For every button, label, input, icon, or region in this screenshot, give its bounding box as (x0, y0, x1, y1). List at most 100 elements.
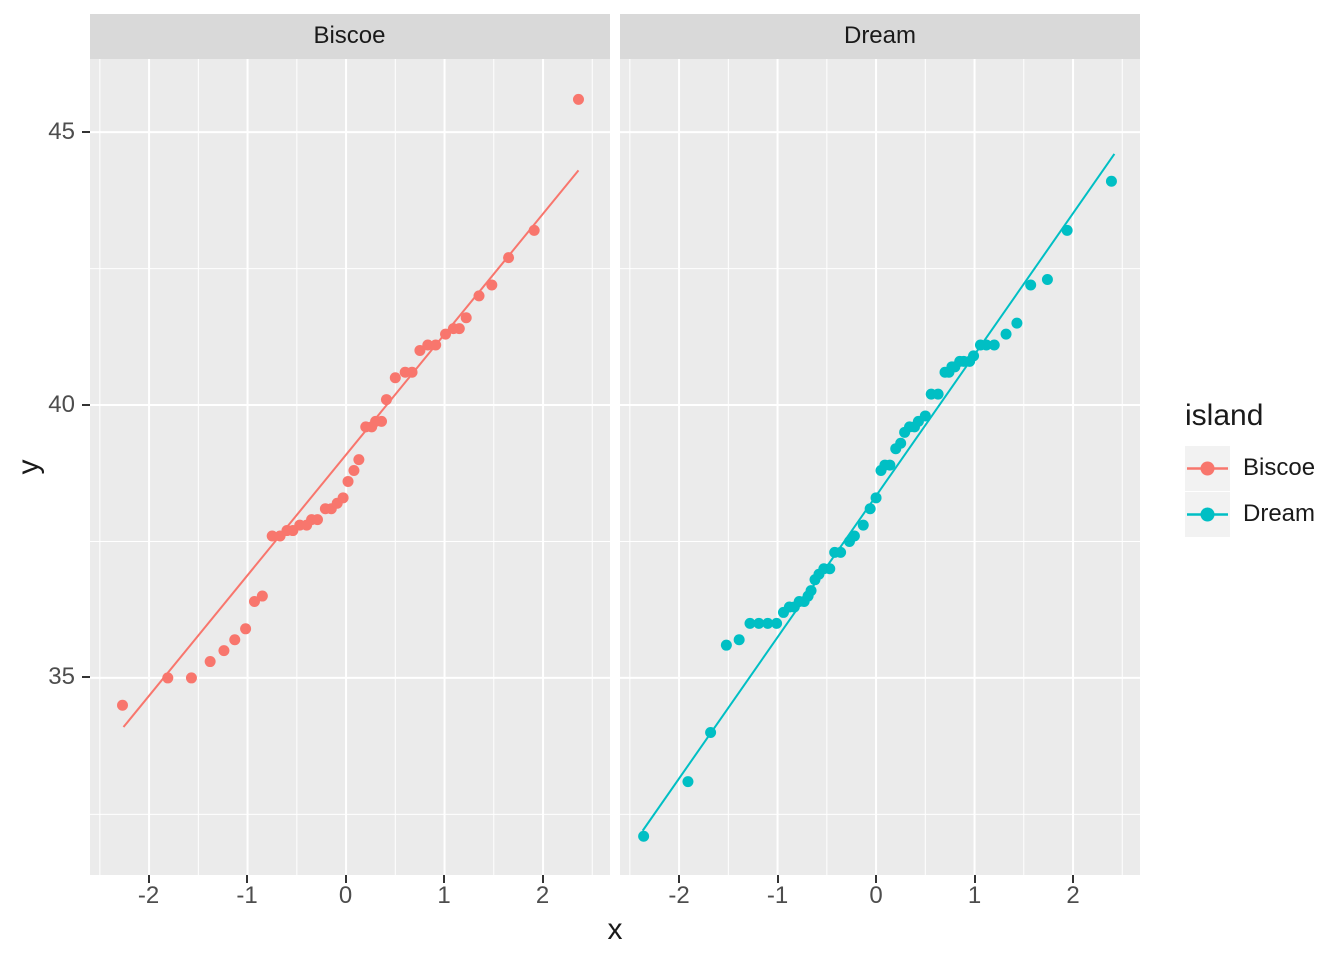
data-point-dream (762, 617, 774, 629)
data-point-biscoe (116, 699, 128, 711)
x-tick-label: 1 (967, 882, 982, 909)
x-tick-mark (147, 875, 150, 883)
data-point-dream (1041, 273, 1053, 285)
data-point-biscoe (239, 622, 251, 634)
data-point-biscoe (502, 251, 514, 263)
legend-glyph-dream-icon (1187, 507, 1228, 521)
data-point-dream (895, 437, 907, 449)
facet-strip-label-dream: Dream (843, 22, 916, 50)
data-point-dream (1011, 317, 1023, 329)
x-tick-label: 0 (338, 882, 353, 909)
data-point-biscoe (389, 371, 401, 383)
data-point-dream (857, 519, 869, 531)
x-tick-mark (678, 875, 681, 883)
x-tick-label: 2 (535, 882, 550, 909)
x-tick-label: -1 (766, 882, 789, 909)
facet-strip-dream: Dream (620, 14, 1140, 59)
facet-panel-dream (620, 58, 1140, 875)
data-point-biscoe (375, 415, 387, 427)
y-tick-label: 35 (48, 663, 75, 691)
data-point-biscoe (439, 328, 451, 340)
facet-strip-label-biscoe: Biscoe (313, 22, 386, 50)
data-point-biscoe (406, 366, 418, 378)
data-point-dream (824, 562, 836, 574)
data-point-dream (771, 617, 783, 629)
data-point-biscoe (413, 344, 425, 356)
x-tick-mark (344, 875, 347, 883)
data-point-dream (720, 639, 732, 651)
data-point-dream (1025, 278, 1037, 290)
x-tick-mark (973, 875, 976, 883)
data-point-dream (968, 349, 980, 361)
data-point-biscoe (248, 595, 260, 607)
data-point-dream (753, 617, 765, 629)
x-tick-mark (443, 875, 446, 883)
data-point-biscoe (266, 530, 278, 542)
data-point-biscoe (352, 453, 364, 465)
x-tick-mark (776, 875, 779, 883)
data-point-dream (1000, 328, 1012, 340)
data-point-dream (988, 338, 1000, 350)
data-point-biscoe (453, 322, 465, 334)
data-point-biscoe (528, 224, 540, 236)
legend-title: island (1185, 399, 1264, 432)
x-tick-label: 2 (1066, 882, 1080, 909)
y-axis-title: y (12, 459, 45, 475)
data-point-dream (638, 830, 650, 842)
data-point-biscoe (347, 464, 359, 476)
legend-entry-biscoe: Biscoe (1185, 445, 1315, 491)
data-point-dream (864, 502, 876, 514)
data-point-dream (733, 633, 745, 645)
data-point-dream (705, 726, 717, 738)
legend-key-biscoe (1185, 445, 1230, 491)
data-point-biscoe (380, 393, 392, 405)
x-tick-mark (541, 875, 544, 883)
data-point-biscoe (572, 93, 584, 105)
data-point-biscoe (460, 311, 472, 323)
x-tick-label: 1 (437, 882, 451, 909)
data-point-biscoe (342, 475, 354, 487)
data-point-biscoe (161, 671, 173, 683)
data-point-dream (805, 584, 817, 596)
data-point-dream (848, 530, 860, 542)
y-tick-label: 40 (48, 390, 75, 418)
data-point-biscoe (185, 671, 197, 683)
legend-label-dream: Dream (1243, 500, 1316, 527)
legend-label-biscoe: Biscoe (1243, 454, 1316, 481)
data-point-biscoe (429, 338, 441, 350)
x-tick-label: -2 (137, 882, 160, 909)
data-point-biscoe (311, 513, 323, 525)
data-point-dream (744, 617, 756, 629)
legend-entry-dream: Dream (1185, 491, 1315, 537)
facet-panel-biscoe (89, 58, 610, 875)
facet-strip-biscoe: Biscoe (89, 14, 610, 59)
legend-glyph-biscoe-icon (1187, 461, 1228, 475)
qq-line-dream (641, 152, 1116, 831)
y-tick-mark (81, 130, 90, 133)
data-point-dream (835, 546, 847, 558)
x-tick-label: -1 (236, 882, 258, 909)
data-point-dream (870, 491, 882, 503)
y-tick-label: 45 (48, 117, 75, 145)
x-tick-label: -2 (668, 882, 690, 909)
y-tick-mark (81, 676, 90, 679)
data-point-dream (1105, 175, 1117, 187)
x-tick-mark (246, 875, 249, 883)
x-tick-mark (1072, 875, 1075, 883)
data-point-biscoe (421, 338, 433, 350)
data-point-dream (1061, 224, 1073, 236)
data-point-dream (682, 775, 694, 787)
y-tick-mark (81, 403, 90, 406)
legend: island Biscoe Dream (1185, 399, 1315, 537)
qq-line-biscoe (122, 169, 579, 728)
x-tick-mark (875, 875, 878, 883)
data-point-biscoe (256, 590, 268, 602)
data-point-biscoe (217, 644, 229, 656)
data-point-dream (884, 459, 896, 471)
data-point-biscoe (228, 633, 240, 645)
data-point-dream (932, 388, 944, 400)
x-tick-label: 0 (869, 882, 883, 909)
data-point-biscoe (485, 278, 497, 290)
data-point-biscoe (204, 655, 216, 667)
